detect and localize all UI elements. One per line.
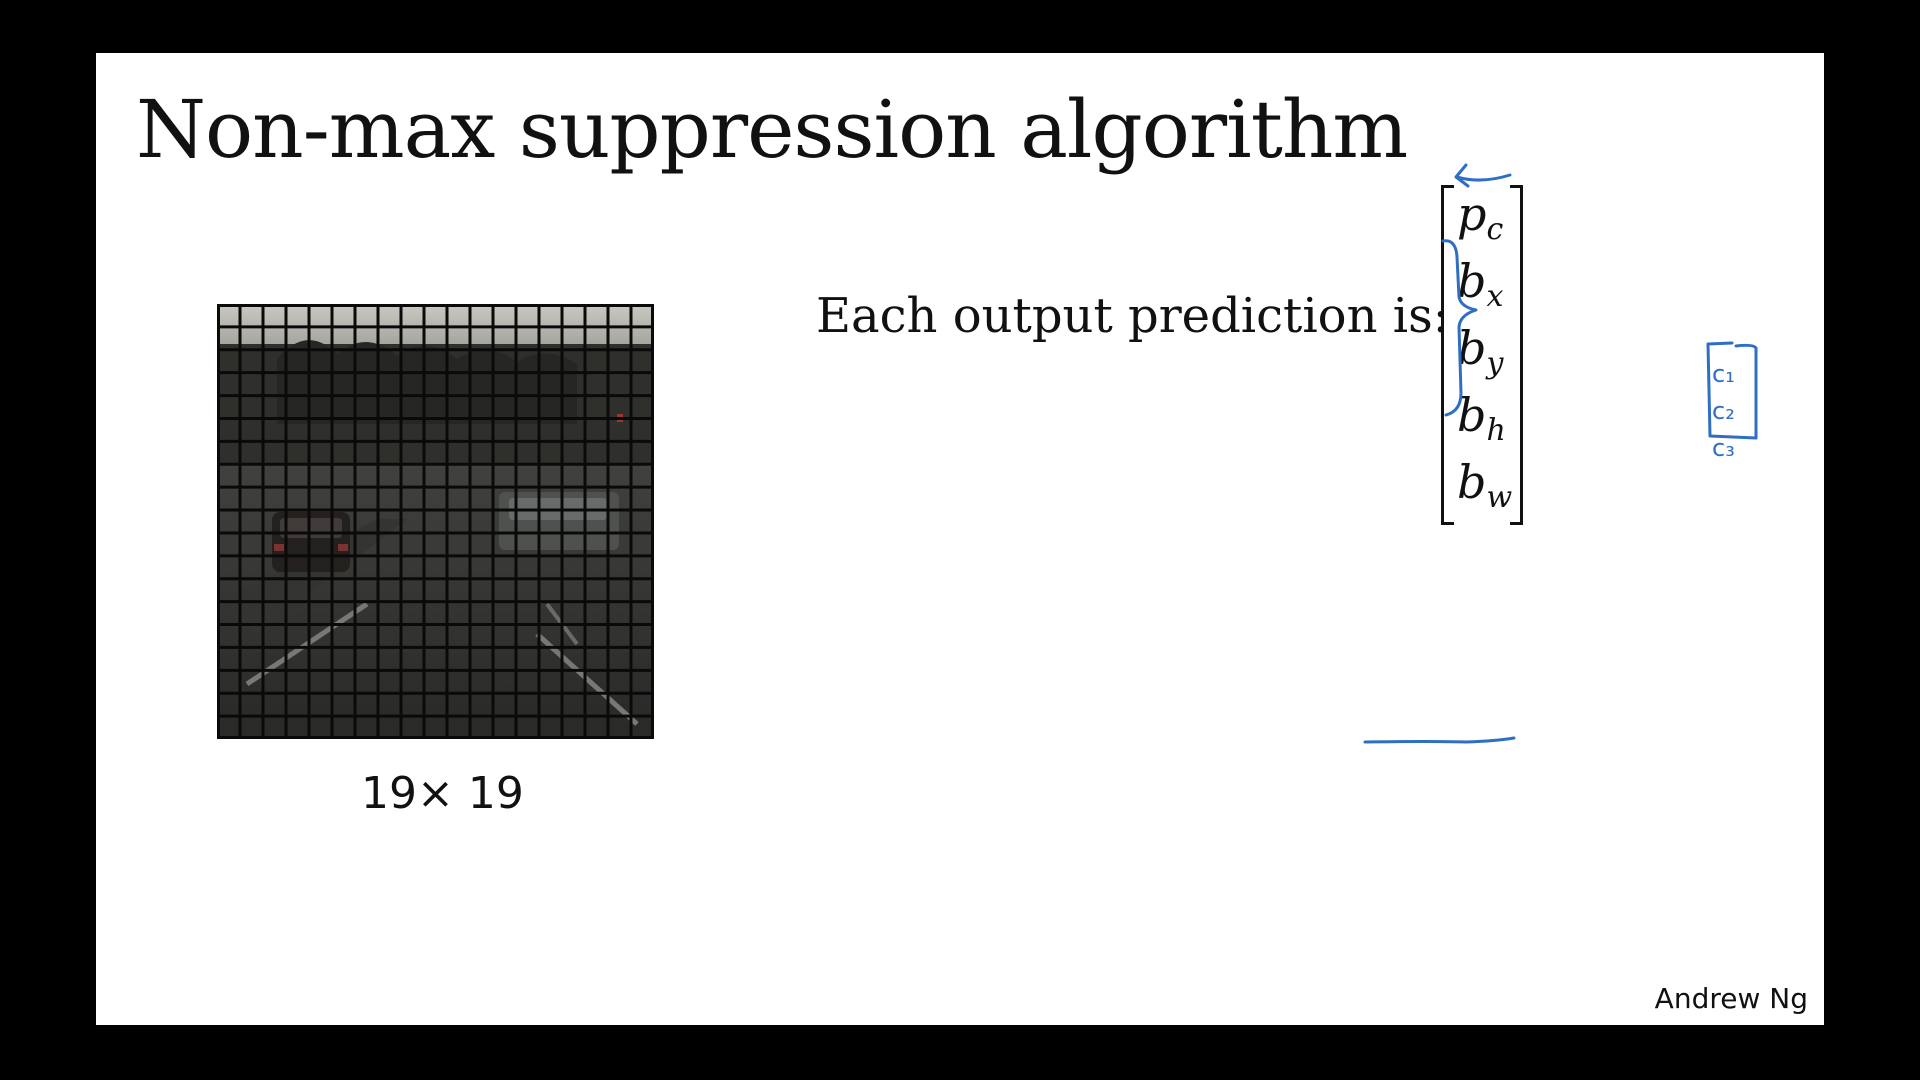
slide-title: Non-max suppression algorithm (136, 83, 1408, 176)
class-c1: c₁ (1712, 359, 1735, 388)
road-photo-with-grid (217, 304, 654, 739)
author-credit: Andrew Ng (1654, 982, 1808, 1015)
vector-entry-bw: bw (1457, 454, 1513, 515)
caption-underline (1363, 736, 1516, 744)
grid-lines (217, 304, 654, 739)
class-c2: c₂ (1712, 396, 1735, 425)
vector-entry-pc: pc (1457, 187, 1504, 248)
vector-entry-bh: bh (1457, 387, 1506, 448)
class-c3: c₃ (1712, 434, 1735, 463)
output-vector: pc bx by bh bw (1441, 185, 1523, 525)
left-bracket (1441, 185, 1454, 525)
lane-marking-right (535, 632, 639, 726)
tree-canopy (277, 340, 577, 424)
arrow-head-icon (1454, 163, 1470, 188)
slide: Non-max suppression algorithm (96, 53, 1824, 1025)
grid-size-caption: 19× 19 (361, 768, 524, 819)
arrow-shaft (1455, 173, 1512, 182)
right-bracket (1510, 185, 1523, 525)
road-scene-image (217, 304, 654, 739)
vector-entry-bx: bx (1457, 254, 1504, 315)
vector-entry-by: by (1457, 320, 1504, 381)
class-probabilities-handwritten: c₁ c₂ c₃ (1712, 355, 1752, 467)
vector-entries: pc bx by bh bw (1457, 185, 1513, 519)
output-prediction-label: Each output prediction is: (816, 288, 1449, 344)
